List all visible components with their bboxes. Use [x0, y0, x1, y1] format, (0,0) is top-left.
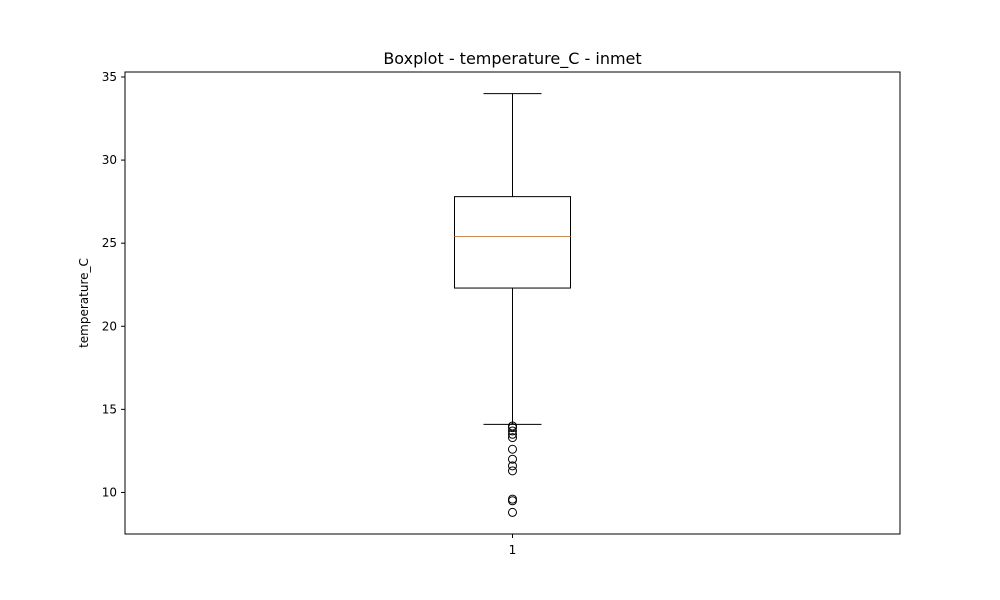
outlier-point [508, 507, 517, 517]
y-axis-label: temperature_C [77, 258, 91, 348]
chart-title: Boxplot - temperature_C - inmet [383, 49, 641, 69]
outlier-point [508, 433, 517, 443]
outlier-point [508, 496, 517, 506]
plot-frame [124, 71, 901, 535]
y-tick-label: 25 [102, 236, 117, 250]
y-tick-label: 35 [102, 70, 117, 84]
outlier-point [508, 461, 517, 471]
outlier-point [508, 454, 517, 464]
outlier-point [508, 426, 517, 436]
outlier-point [508, 429, 517, 439]
y-tick-label: 15 [102, 402, 117, 416]
y-tick-label: 10 [102, 485, 117, 499]
y-tick-label: 30 [102, 153, 117, 167]
outlier-point [508, 444, 517, 454]
interquartile-box [454, 196, 571, 289]
y-tick-label: 20 [102, 319, 117, 333]
outlier-point [508, 423, 517, 433]
outlier-point [508, 466, 517, 476]
x-tick-label: 1 [509, 543, 517, 557]
plot-area: 10 15 20 25 30 35 1 [102, 70, 571, 557]
